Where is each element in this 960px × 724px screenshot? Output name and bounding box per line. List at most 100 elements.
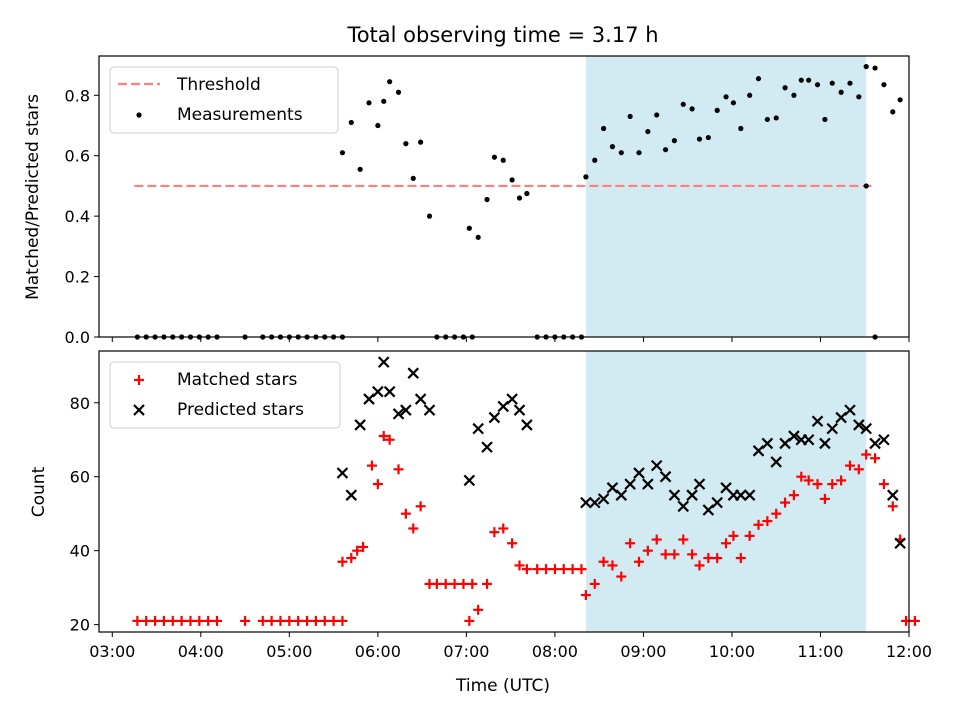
measurement-point xyxy=(872,65,878,71)
matched-stars-point xyxy=(352,545,363,556)
measurement-point xyxy=(738,125,744,132)
predicted-stars-point xyxy=(659,470,672,483)
matched-stars-point xyxy=(372,479,383,490)
measurement-point xyxy=(696,136,703,142)
matched-stars-point xyxy=(567,564,578,575)
predicted-stars-point xyxy=(735,489,747,501)
predicted-legend-label: Predicted stars xyxy=(177,400,304,420)
y-tick-label: 20 xyxy=(70,616,90,635)
measurement-point xyxy=(847,80,853,86)
measurement-point xyxy=(403,141,409,147)
measurement-point xyxy=(822,116,828,123)
matched-legend-swatch xyxy=(134,375,144,385)
matched-stars-point xyxy=(150,615,161,626)
measurement-point xyxy=(764,116,770,123)
measurement-point xyxy=(829,80,835,86)
matched-stars-point xyxy=(158,615,169,626)
matched-stars-point xyxy=(431,578,442,589)
measurement-point xyxy=(791,92,797,98)
matched-stars-point xyxy=(687,549,698,560)
matched-stars-point xyxy=(482,578,493,589)
measurement-point xyxy=(755,76,762,82)
predicted-stars-point xyxy=(597,493,610,505)
measurement-point xyxy=(600,125,607,132)
predicted-stars-point xyxy=(383,385,396,398)
measurement-point xyxy=(798,77,804,83)
matched-stars-point xyxy=(780,497,791,508)
top-y-axis-label: Matched/Predicted stars xyxy=(23,94,43,300)
y-tick-label: 0.4 xyxy=(65,207,90,226)
x-tick-label: 05:00 xyxy=(266,642,312,661)
matched-stars-point xyxy=(753,519,764,530)
predicted-stars-point xyxy=(761,437,774,450)
matched-stars-point xyxy=(796,471,807,482)
matched-stars-point xyxy=(473,604,484,615)
matched-stars-point xyxy=(762,516,773,527)
matched-stars-point xyxy=(464,615,475,626)
measurement-point xyxy=(609,144,616,150)
measurement-point xyxy=(524,190,530,197)
measurement-point xyxy=(348,119,354,126)
matched-stars-point xyxy=(293,615,304,626)
measurement-point xyxy=(662,147,669,153)
measurement-point xyxy=(747,92,753,98)
measurement-point xyxy=(627,113,633,120)
matched-stars-point xyxy=(887,501,898,512)
top-y-ticks: 0.0 0.2 0.4 0.6 0.8 xyxy=(65,86,99,347)
measurement-point xyxy=(671,138,678,144)
x-tick-label: 10:00 xyxy=(709,642,755,661)
matched-stars-point xyxy=(458,578,469,589)
x-tick-label: 11:00 xyxy=(797,642,843,661)
x-tick-label: 07:00 xyxy=(443,642,489,661)
measurements-legend-swatch xyxy=(136,112,142,118)
predicted-stars-point xyxy=(407,367,420,379)
matched-stars-point xyxy=(735,553,746,564)
predicted-stars-point xyxy=(615,489,628,501)
matched-stars-point xyxy=(558,564,569,575)
matched-stars-point xyxy=(489,527,500,538)
y-tick-label: 0.0 xyxy=(65,328,90,347)
measurement-point xyxy=(730,100,737,106)
matched-stars-point xyxy=(878,479,889,490)
measurement-point xyxy=(680,101,686,107)
count-points xyxy=(132,356,920,626)
predicted-stars-point xyxy=(414,393,427,405)
matched-stars-point xyxy=(384,434,395,445)
predicted-stars-point xyxy=(819,437,831,450)
matched-stars-point xyxy=(853,464,864,475)
measurement-point xyxy=(881,82,887,88)
x-tick-label: 03:00 xyxy=(89,642,135,661)
matched-stars-point xyxy=(240,615,251,626)
x-tick-label: 04:00 xyxy=(178,642,224,661)
matched-stars-point xyxy=(408,523,419,534)
top-shaded-interval xyxy=(585,56,867,337)
measurement-point xyxy=(654,112,660,118)
matched-stars-point xyxy=(712,553,723,564)
measurement-point xyxy=(592,157,598,163)
matched-stars-point xyxy=(400,508,411,519)
matched-stars-point xyxy=(870,453,881,464)
matched-stars-point xyxy=(669,549,680,560)
matched-stars-point xyxy=(625,538,636,549)
matched-stars-point xyxy=(532,564,543,575)
predicted-stars-point xyxy=(354,419,366,431)
y-tick-label: 80 xyxy=(70,394,90,413)
matched-stars-point xyxy=(440,578,451,589)
predicted-stars-point xyxy=(844,404,856,416)
matched-stars-point xyxy=(176,615,187,626)
measurement-point xyxy=(491,154,498,160)
matched-stars-point xyxy=(694,560,705,571)
top-x-ticks xyxy=(111,337,910,342)
matched-stars-point xyxy=(598,556,609,567)
measurement-point xyxy=(897,97,903,103)
predicted-stars-point xyxy=(650,459,663,472)
bottom-shaded-interval xyxy=(585,351,867,632)
x-tick-label: 06:00 xyxy=(355,642,401,661)
matched-stars-point xyxy=(302,615,313,626)
predicted-stars-point xyxy=(392,408,405,420)
measurement-point xyxy=(856,94,862,100)
predicted-stars-point xyxy=(481,441,493,453)
measurement-point xyxy=(484,196,490,203)
measurement-point xyxy=(375,122,381,129)
predicted-stars-point xyxy=(711,496,723,509)
